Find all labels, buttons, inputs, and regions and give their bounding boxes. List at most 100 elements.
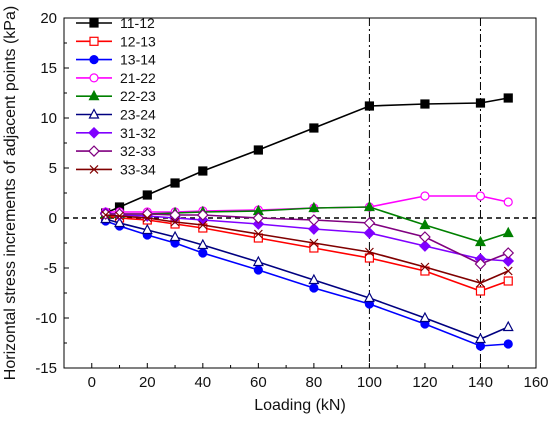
data-point-33-34 <box>253 229 263 239</box>
y-tick-label: -15 <box>35 360 57 377</box>
legend-marker <box>88 126 100 139</box>
data-point-11-12 <box>198 166 208 176</box>
legend-label: 33-34 <box>120 161 156 177</box>
series-33-34 <box>101 210 513 288</box>
legend-entry-33-34: 33-34 <box>76 161 156 177</box>
data-point-23-24 <box>308 273 320 285</box>
data-point-13-14 <box>475 341 486 351</box>
legend-entry-11-12: 11-12 <box>76 15 155 31</box>
series-12-13 <box>101 211 513 296</box>
legend-marker <box>89 73 99 83</box>
data-point-11-12 <box>364 101 375 111</box>
data-point-33-34 <box>476 278 485 288</box>
data-point-12-13 <box>475 286 486 296</box>
data-point-23-24 <box>419 311 431 323</box>
x-tick-label: 160 <box>523 374 548 391</box>
data-point-11-12 <box>503 93 513 103</box>
reference-lines <box>64 18 536 368</box>
data-point-22-23 <box>474 235 486 247</box>
x-tick-label: 120 <box>412 374 437 391</box>
data-point-33-34 <box>170 217 180 227</box>
y-tick-label: 10 <box>40 110 57 127</box>
legend-marker <box>89 18 99 28</box>
data-point-23-24 <box>252 255 264 267</box>
data-point-32-33 <box>502 247 515 259</box>
data-point-32-33 <box>308 214 320 226</box>
legend-marker <box>89 36 99 46</box>
data-point-31-32 <box>363 227 376 239</box>
data-point-21-22 <box>420 191 430 201</box>
legend-label: 22-23 <box>120 88 156 104</box>
legend-marker <box>89 164 99 174</box>
data-point-11-12 <box>142 190 152 200</box>
data-point-22-23 <box>419 218 431 230</box>
x-tick-label: 140 <box>468 374 493 391</box>
x-tick-label: 100 <box>357 374 382 391</box>
x-tick-label: 0 <box>88 374 96 391</box>
legend-entry-23-24: 23-24 <box>76 107 156 123</box>
legend-marker <box>88 89 100 101</box>
series-line-21-22 <box>105 195 509 213</box>
series-11-12 <box>101 93 513 218</box>
data-point-32-33 <box>252 212 265 224</box>
data-point-23-24 <box>141 223 153 235</box>
data-point-12-13 <box>503 276 513 286</box>
legend-entry-32-33: 32-33 <box>76 143 156 159</box>
legend-entry-13-14: 13-14 <box>76 52 156 68</box>
data-point-31-32 <box>308 223 320 235</box>
y-tick-label: 5 <box>49 160 57 177</box>
data-point-33-34 <box>198 220 208 230</box>
data-point-23-24 <box>363 291 375 303</box>
data-point-13-14 <box>198 248 208 258</box>
y-tick-label: 20 <box>40 10 57 27</box>
data-point-32-33 <box>169 209 181 221</box>
legend-marker <box>89 54 99 65</box>
data-point-23-24 <box>169 230 181 242</box>
y-tick-label: 0 <box>49 210 57 227</box>
data-point-11-12 <box>420 99 430 109</box>
data-point-13-14 <box>309 283 319 293</box>
y-tick-label: 15 <box>40 60 57 77</box>
data-point-13-14 <box>253 265 263 275</box>
data-point-31-32 <box>502 255 515 267</box>
axes-layer: 0 20 40 60 80 100 120 140 160 -15 -10 -5 0 5 10 15 20 <box>35 10 548 391</box>
series-layer <box>99 93 515 351</box>
legend: 11-12 12-13 13-14 21-22 22-23 23-24 31-32 32-33… <box>76 15 156 177</box>
data-point-33-34 <box>101 210 111 220</box>
y-tick-label: -10 <box>35 310 57 327</box>
series-line-12-13 <box>105 215 509 292</box>
data-point-33-34 <box>503 266 513 276</box>
series-21-22 <box>101 191 513 217</box>
legend-label: 23-24 <box>120 107 156 123</box>
data-point-11-12 <box>475 98 486 108</box>
x-tick-label: 40 <box>194 374 211 391</box>
data-point-32-33 <box>474 258 487 270</box>
data-point-21-22 <box>503 197 513 207</box>
y-tick-label: -5 <box>44 260 57 277</box>
x-tick-label: 80 <box>306 374 323 391</box>
legend-label: 21-22 <box>120 70 156 86</box>
data-point-32-33 <box>363 217 376 229</box>
legend-label: 13-14 <box>120 52 156 68</box>
legend-entry-21-22: 21-22 <box>76 70 156 86</box>
series-31-32 <box>99 207 515 267</box>
legend-marker <box>88 145 100 157</box>
data-point-33-34 <box>420 262 430 272</box>
legend-label: 11-12 <box>120 15 155 31</box>
data-point-32-33 <box>196 209 209 221</box>
data-point-23-24 <box>114 216 126 228</box>
data-point-21-22 <box>475 191 486 201</box>
y-axis-title: Horizontal stress increments of adjacent… <box>2 6 19 380</box>
data-point-12-13 <box>364 253 375 263</box>
x-tick-label: 60 <box>250 374 267 391</box>
data-point-23-24 <box>197 238 209 250</box>
legend-entry-31-32: 31-32 <box>76 125 156 141</box>
data-point-33-34 <box>115 211 124 221</box>
data-point-11-12 <box>253 145 263 155</box>
data-point-22-23 <box>308 201 320 213</box>
series-13-14 <box>101 216 513 351</box>
x-axis-title: Loading (kN) <box>254 397 346 414</box>
data-point-23-24 <box>474 332 486 344</box>
data-point-31-32 <box>419 240 431 252</box>
